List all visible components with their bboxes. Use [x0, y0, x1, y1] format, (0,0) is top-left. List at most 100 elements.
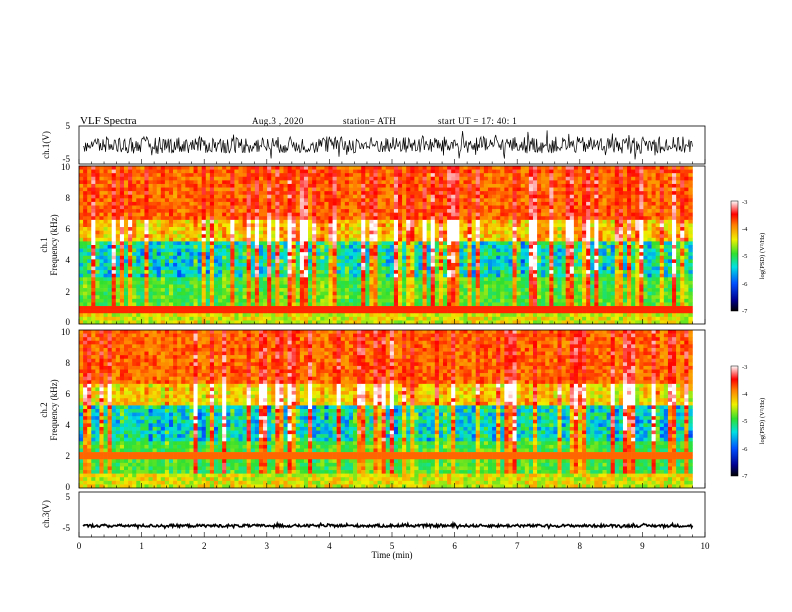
- spectrogram-cell: [181, 245, 186, 249]
- spectrogram-cell: [312, 183, 317, 188]
- spectrogram-cell: [340, 205, 346, 210]
- spectrogram-cell: [369, 191, 374, 196]
- spectrogram-cell: [537, 219, 542, 224]
- spectrogram-cell: [119, 237, 125, 242]
- spectrogram-cell: [140, 284, 145, 289]
- spectrogram-cell: [508, 173, 513, 178]
- spectrogram-cell: [487, 166, 493, 170]
- spectrogram-cell: [614, 187, 620, 192]
- spectrogram-cell: [504, 227, 509, 231]
- spectrogram-cell: [144, 223, 149, 228]
- spectrogram-cell: [95, 219, 100, 224]
- spectrogram-cell: [602, 266, 607, 271]
- spectrogram-cell: [655, 262, 661, 267]
- spectrogram-cell: [545, 183, 550, 188]
- spectrogram-cell: [267, 194, 272, 199]
- spectrogram-cell: [504, 176, 509, 181]
- spectrogram-cell: [115, 180, 121, 185]
- spectrogram-cell: [205, 201, 211, 206]
- spectrogram-cell: [455, 209, 460, 213]
- spectrogram-cell: [528, 187, 534, 192]
- spectrogram-cell: [107, 284, 113, 289]
- spectrogram-cell: [348, 194, 354, 199]
- spectrogram-cell: [663, 180, 669, 185]
- spectrogram-cell: [549, 205, 554, 210]
- spectrogram-cell: [201, 262, 207, 267]
- spectrogram-cell: [164, 252, 170, 257]
- spectrogram-cell: [83, 216, 88, 221]
- spectrogram-cell: [500, 205, 505, 210]
- spectrogram-cell: [483, 280, 489, 285]
- spectrogram-cell: [287, 205, 292, 210]
- spectrogram-cell: [516, 212, 522, 217]
- spectrogram-cell: [377, 255, 382, 260]
- spectrogram-cell: [651, 255, 656, 260]
- spectrogram-cell: [218, 252, 223, 257]
- spectrogram-cell: [655, 169, 661, 174]
- spectrogram-cell: [365, 230, 370, 235]
- spectrogram-cell: [136, 212, 141, 217]
- spectrogram-cell: [537, 277, 542, 282]
- spectrogram-cell: [651, 169, 656, 174]
- spectrogram-cell: [504, 191, 509, 196]
- spectrogram-cell: [328, 209, 333, 213]
- spectrogram-cell: [602, 180, 607, 185]
- spectrogram-cell: [348, 209, 354, 213]
- spectrogram-cell: [557, 227, 562, 231]
- spectrogram-cell: [500, 227, 505, 231]
- spectrogram-cell: [467, 180, 472, 185]
- spectrogram-cell: [532, 245, 538, 249]
- spectrogram-cell: [512, 237, 517, 242]
- spectrogram-cell: [434, 187, 440, 192]
- spectrogram-cell: [148, 216, 153, 221]
- spectrogram-cell: [426, 180, 432, 185]
- spectrogram-cell: [426, 255, 432, 260]
- spectrogram-cell: [398, 245, 403, 249]
- spectrogram-cell: [279, 198, 284, 203]
- spectrogram-cell: [606, 219, 611, 224]
- spectrogram-cell: [471, 187, 477, 192]
- spectrogram-cell: [107, 180, 113, 185]
- spectrogram-cell: [545, 277, 550, 282]
- spectrogram-cell: [279, 230, 284, 235]
- spectrogram-cell: [365, 173, 370, 178]
- spectrogram-cell: [483, 180, 489, 185]
- spectrogram-cell: [283, 212, 288, 217]
- spectrogram-cell: [434, 173, 440, 178]
- spectrogram-cell: [680, 176, 685, 181]
- spectrogram-cell: [639, 255, 644, 260]
- spectrogram-cell: [582, 173, 587, 178]
- spectrogram-cell: [447, 241, 452, 246]
- spectrogram-cell: [553, 252, 558, 257]
- spectrogram-cell: [651, 237, 656, 242]
- spectrogram-cell: [283, 209, 288, 213]
- spectrogram-cell: [487, 176, 493, 181]
- spectrogram-cell: [373, 262, 378, 267]
- spectrogram-cell: [524, 219, 530, 224]
- spectrogram-cell: [606, 183, 611, 188]
- spectrogram-cell: [344, 166, 350, 170]
- spectrogram-cell: [340, 191, 346, 196]
- spectrogram-cell: [443, 205, 448, 210]
- spectrogram-cell: [254, 227, 260, 231]
- spectrogram-cell: [496, 169, 501, 174]
- spectrogram-cell: [279, 234, 284, 239]
- spectrogram-cell: [377, 237, 382, 242]
- spectrogram-cell: [614, 234, 620, 239]
- spectrogram-cell: [455, 176, 460, 181]
- spectrogram-cell: [406, 270, 411, 275]
- spectrogram-cell: [639, 273, 644, 278]
- spectrogram-cell: [561, 234, 566, 239]
- spectrogram-cell: [385, 252, 391, 257]
- spectrogram-cell: [479, 219, 485, 224]
- spectrogram-cell: [238, 216, 243, 221]
- spectrogram-cell: [635, 176, 640, 181]
- spectrogram-cell: [582, 280, 587, 285]
- spectrogram-cell: [209, 198, 215, 203]
- spectrogram-cell: [365, 270, 370, 275]
- spectrogram-cell: [508, 280, 513, 285]
- spectrogram-cell: [83, 262, 88, 267]
- spectrogram-cell: [295, 234, 301, 239]
- spectrogram-cell: [508, 180, 513, 185]
- spectrogram-cell: [353, 277, 358, 282]
